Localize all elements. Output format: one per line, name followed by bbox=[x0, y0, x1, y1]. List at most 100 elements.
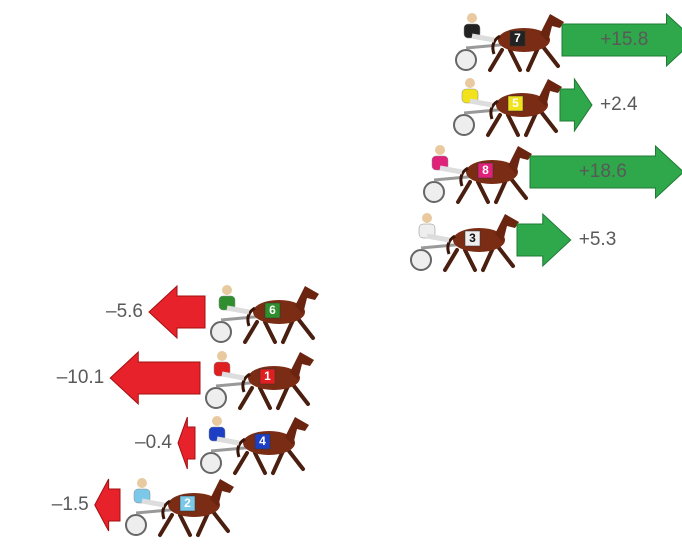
arrow bbox=[516, 212, 572, 268]
horse-number: 5 bbox=[512, 96, 519, 110]
saddle-cloth bbox=[179, 495, 196, 512]
driver-head bbox=[435, 145, 445, 155]
horse-leg bbox=[508, 48, 522, 72]
horse-number: 3 bbox=[469, 231, 476, 245]
horse-tail bbox=[491, 34, 501, 55]
driver-head bbox=[217, 351, 227, 361]
horse-leg bbox=[258, 386, 272, 410]
horse-leg bbox=[476, 180, 490, 204]
arrow bbox=[559, 77, 593, 133]
horse-leg bbox=[506, 113, 520, 137]
horse-number: 4 bbox=[259, 434, 266, 448]
horse-leg bbox=[233, 451, 249, 475]
horse-leg bbox=[196, 511, 210, 537]
sulky-wheel bbox=[210, 321, 232, 343]
driver-head bbox=[465, 78, 475, 88]
value-label: –10.1 bbox=[57, 367, 105, 388]
saddle-cloth bbox=[254, 433, 271, 450]
horse-leg bbox=[297, 318, 315, 340]
horse-leg bbox=[263, 320, 277, 344]
horse-leg bbox=[463, 248, 477, 272]
horse-leg bbox=[526, 46, 540, 72]
driver-head bbox=[422, 213, 432, 223]
horse-leg bbox=[488, 48, 504, 72]
arrow bbox=[529, 144, 682, 200]
horse-leg bbox=[276, 384, 290, 410]
driver-head bbox=[212, 416, 222, 426]
horse-number: 1 bbox=[264, 369, 271, 383]
value-label: –5.6 bbox=[106, 301, 143, 322]
sulky-wheel bbox=[455, 49, 477, 71]
horse-head bbox=[538, 79, 562, 107]
horse-leg bbox=[481, 246, 495, 272]
saddle-cloth bbox=[509, 30, 526, 47]
driver-legs bbox=[226, 305, 250, 315]
horse-leg bbox=[243, 320, 259, 344]
horse-leg bbox=[281, 318, 295, 344]
sulky-wheel bbox=[453, 114, 475, 136]
horse-tail bbox=[241, 372, 251, 393]
horse-head bbox=[540, 14, 564, 42]
arrow bbox=[148, 284, 206, 340]
driver-legs bbox=[221, 371, 245, 381]
horse-tail bbox=[459, 166, 469, 187]
saddle-cloth bbox=[477, 162, 494, 179]
value-label: –1.5 bbox=[52, 494, 89, 515]
driver-head bbox=[222, 285, 232, 295]
horse-leg bbox=[443, 248, 459, 272]
horse-number: 2 bbox=[184, 496, 191, 510]
horse-number: 8 bbox=[482, 163, 489, 177]
driver-legs bbox=[439, 165, 463, 175]
horse: 4 bbox=[200, 416, 309, 475]
horse-leg bbox=[292, 384, 310, 406]
arrow bbox=[109, 350, 201, 406]
horse-head bbox=[295, 286, 319, 314]
horse-leg bbox=[238, 386, 254, 410]
driver-legs bbox=[471, 33, 495, 43]
horse-leg bbox=[271, 449, 285, 475]
driver-head bbox=[137, 478, 147, 488]
sulky-wheel bbox=[200, 452, 222, 474]
horse-tail bbox=[236, 437, 246, 458]
horse-leg bbox=[540, 111, 558, 133]
arrow bbox=[561, 12, 682, 68]
driver-head bbox=[467, 13, 477, 23]
horse-tail bbox=[161, 499, 171, 520]
driver-legs bbox=[141, 498, 165, 508]
sulky-wheel bbox=[423, 181, 445, 203]
saddle-cloth bbox=[259, 368, 276, 385]
saddle-cloth bbox=[507, 95, 524, 112]
horse-leg bbox=[510, 178, 528, 200]
horse: 7 bbox=[455, 13, 564, 72]
horse-leg bbox=[524, 111, 538, 137]
driver-legs bbox=[216, 436, 240, 446]
value-label: –0.4 bbox=[135, 432, 172, 453]
horse-number: 7 bbox=[514, 31, 521, 45]
horse: 6 bbox=[210, 285, 319, 344]
horse-tail bbox=[489, 99, 499, 120]
horse: 3 bbox=[410, 213, 519, 272]
sulky-wheel bbox=[125, 514, 147, 536]
value-label: +15.8 bbox=[600, 29, 648, 50]
horse-leg bbox=[497, 246, 515, 268]
horse-tail bbox=[246, 306, 256, 327]
horse-leg bbox=[456, 180, 472, 204]
saddle-cloth bbox=[264, 302, 281, 319]
horse-leg bbox=[542, 46, 560, 68]
arrow bbox=[94, 478, 121, 532]
horse: 2 bbox=[125, 478, 234, 537]
horse: 5 bbox=[453, 78, 562, 137]
horse-leg bbox=[486, 113, 502, 137]
driver-legs bbox=[469, 98, 493, 108]
sulky-wheel bbox=[410, 249, 432, 271]
value-label: +2.4 bbox=[600, 94, 638, 115]
horse: 1 bbox=[205, 351, 314, 410]
horse-head bbox=[285, 417, 309, 445]
horse-head bbox=[495, 214, 519, 242]
horse: 8 bbox=[423, 145, 532, 204]
horse-leg bbox=[494, 178, 508, 204]
horse-head bbox=[290, 352, 314, 380]
horse-head bbox=[508, 146, 532, 174]
sulky-wheel bbox=[205, 387, 227, 409]
